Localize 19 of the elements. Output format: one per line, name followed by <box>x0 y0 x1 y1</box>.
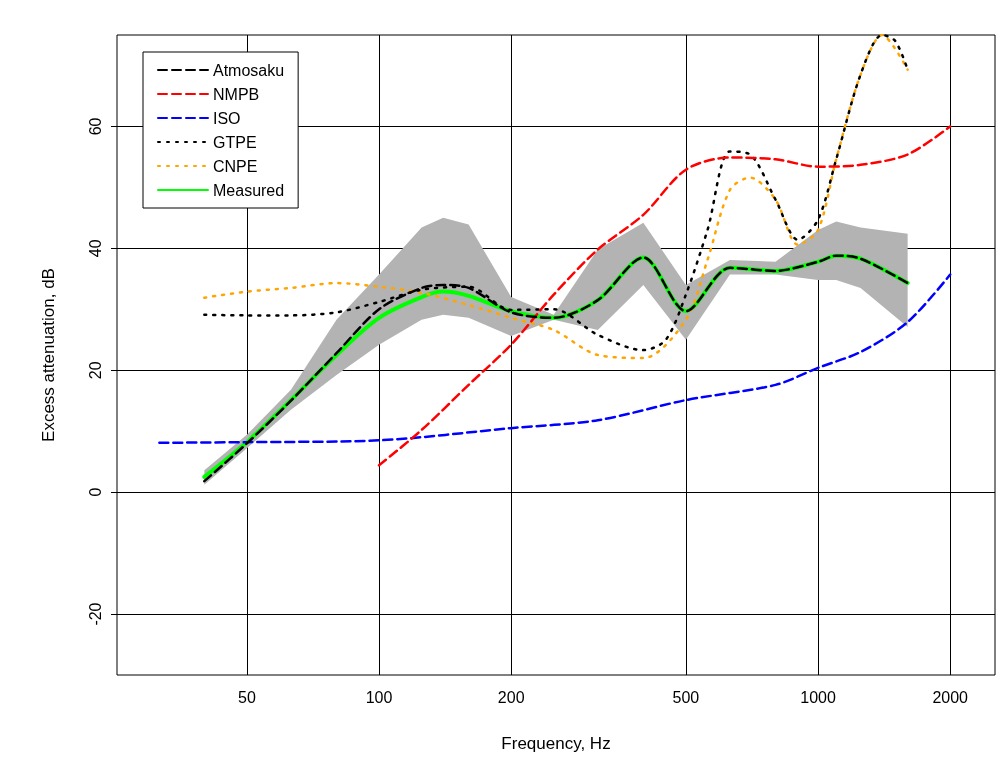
y-tick-label: 20 <box>86 361 104 380</box>
legend-label: NMPB <box>213 85 260 103</box>
x-tick-label: 1000 <box>800 688 836 706</box>
x-tick-label: 50 <box>237 688 256 706</box>
y-tick-label: -20 <box>86 602 104 626</box>
y-tick-label: 40 <box>86 239 104 258</box>
y-tick-label: 0 <box>86 487 104 497</box>
legend-label: Atmosaku <box>213 61 285 79</box>
x-tick-label: 2000 <box>932 688 969 706</box>
legend-label: Measured <box>213 181 285 199</box>
y-axis-title: Excess attenuation, dB <box>39 268 58 442</box>
x-axis-title: Frequency, Hz <box>501 734 611 753</box>
legend-label: ISO <box>213 109 241 127</box>
y-tick-label: 60 <box>86 117 104 136</box>
legend-label: GTPE <box>213 133 257 151</box>
x-tick-label: 200 <box>497 688 525 706</box>
x-tick-label: 500 <box>672 688 700 706</box>
legend-label: CNPE <box>213 157 258 175</box>
x-tick-label: 100 <box>365 688 393 706</box>
